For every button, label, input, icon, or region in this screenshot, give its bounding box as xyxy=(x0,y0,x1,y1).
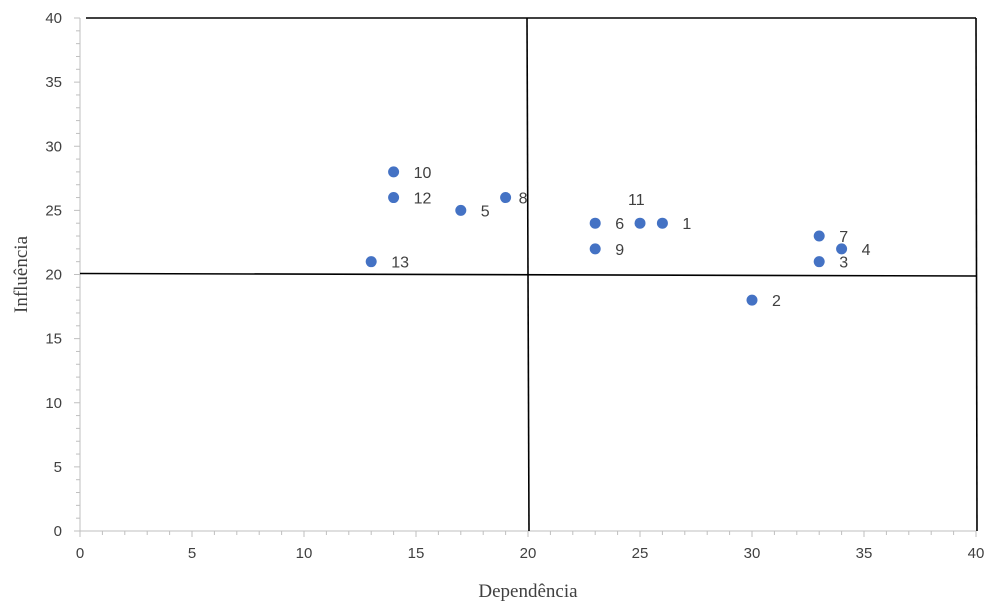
point-label-10: 10 xyxy=(414,165,432,182)
y-tick-label: 40 xyxy=(45,10,62,27)
data-point-2 xyxy=(746,294,758,306)
horizontal-quadrant-line xyxy=(79,272,977,277)
x-axis-title: Dependência xyxy=(478,581,578,602)
x-tick-label: 25 xyxy=(632,545,649,562)
data-point-10 xyxy=(388,166,400,178)
quadrant-lines xyxy=(79,17,978,532)
data-points xyxy=(365,166,848,306)
y-tick-label: 10 xyxy=(45,395,62,412)
point-label-4: 4 xyxy=(862,242,871,259)
y-tick-label: 25 xyxy=(45,202,62,219)
point-label-7: 7 xyxy=(839,229,848,246)
y-tick-label: 5 xyxy=(54,459,62,476)
point-label-11: 11 xyxy=(628,192,645,209)
data-point-3 xyxy=(813,256,825,268)
point-label-5: 5 xyxy=(481,203,490,220)
x-tick-label: 0 xyxy=(76,545,84,562)
right-border-line xyxy=(975,17,978,532)
x-tick-label: 20 xyxy=(520,545,537,562)
point-label-1: 1 xyxy=(682,216,691,233)
data-point-1 xyxy=(656,217,668,229)
x-tick-label: 10 xyxy=(296,545,313,562)
data-point-5 xyxy=(455,204,467,216)
y-tick-label: 0 xyxy=(54,523,62,540)
point-label-13: 13 xyxy=(391,255,409,272)
data-point-13 xyxy=(365,256,377,268)
data-point-4 xyxy=(836,243,848,255)
x-tick-label: 15 xyxy=(408,545,425,562)
point-label-2: 2 xyxy=(772,293,781,310)
point-label-12: 12 xyxy=(414,191,432,208)
y-tick-label: 15 xyxy=(45,331,62,348)
y-axis-title: Influência xyxy=(11,235,32,313)
point-label-9: 9 xyxy=(615,242,624,259)
data-point-8 xyxy=(500,192,512,204)
y-tick-label: 20 xyxy=(45,267,62,284)
data-point-9 xyxy=(589,243,601,255)
y-tick-label: 35 xyxy=(45,74,62,91)
data-point-6 xyxy=(589,217,601,229)
data-point-11 xyxy=(634,217,646,229)
x-tick-label: 35 xyxy=(856,545,873,562)
y-tick-label: 30 xyxy=(45,138,62,155)
x-tick-label: 30 xyxy=(744,545,761,562)
data-point-12 xyxy=(388,192,400,204)
point-label-8: 8 xyxy=(519,191,528,208)
point-label-6: 6 xyxy=(615,216,624,233)
point-label-3: 3 xyxy=(839,255,848,272)
x-tick-label: 40 xyxy=(968,545,985,562)
x-tick-label: 5 xyxy=(188,545,196,562)
data-point-7 xyxy=(813,230,825,242)
